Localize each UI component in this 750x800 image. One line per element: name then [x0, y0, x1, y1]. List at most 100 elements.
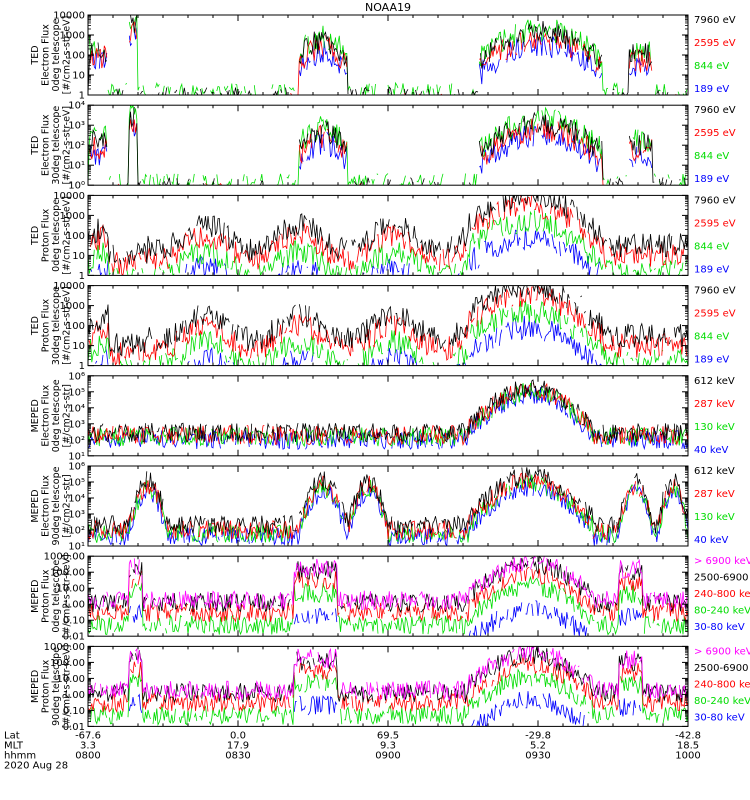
- y-tick-label: 1.00: [63, 600, 85, 611]
- series-trace-7960-ev: [88, 106, 687, 186]
- footer-lat-value: -42.8: [675, 730, 701, 741]
- y-tick-label: 1: [79, 91, 85, 102]
- series-trace-7960-ev: [88, 195, 688, 265]
- panel-1: 10000 1000 100 10 1 TED Electron Flux 0deg tele…: [30, 11, 736, 102]
- legend-entry: 7960 eV: [694, 15, 736, 26]
- footer-row-label: hhmm: [4, 750, 36, 761]
- legend-entry: 240-800 keV: [694, 679, 750, 690]
- series-trace--6900-kev: [88, 646, 688, 701]
- footer-lat-value: -67.6: [75, 730, 101, 741]
- y-tick-label: 10000: [53, 191, 85, 202]
- series-trace-2595-ev: [90, 21, 677, 95]
- y-axis-label-line: 30deg telescope: [51, 106, 62, 185]
- y-tick-label: 100.00: [50, 568, 85, 579]
- y-axis-label: TED Proton Flux 0deg telescope [#/cm2-s-str…: [30, 196, 73, 275]
- y-axis-label-line: Proton Flux: [40, 299, 51, 353]
- y-axis-label-line: 90deg telescope: [51, 647, 62, 726]
- y-axis-label-line: 0deg telescope: [51, 379, 62, 452]
- y-tick-label: 0.10: [63, 616, 85, 627]
- y-axis-label: MEPED Electron Flux 0deg telescope [#/cm2-s…: [30, 379, 73, 452]
- series-trace-2595-ev: [88, 285, 688, 366]
- y-axis-label: TED Proton Flux 30deg telescope [#/cm2-s-st…: [30, 286, 73, 365]
- legend-entry: 189 eV: [694, 174, 729, 185]
- legend-entry: 40 keV: [694, 535, 728, 546]
- series-trace-844-ev: [88, 299, 688, 366]
- y-axis-label: TED Electron Flux 0deg telescope [#/cm2-s-s…: [30, 16, 73, 95]
- y-axis-label-line: 0deg telescope: [51, 18, 62, 91]
- y-tick-label: 10⁴: [68, 494, 85, 505]
- legend-entry: 287 keV: [694, 399, 735, 410]
- y-axis-label-line: Proton Flux: [40, 659, 51, 713]
- y-tick-label: 10²: [68, 141, 85, 152]
- footer-mlt-value: 5.2: [530, 740, 546, 751]
- legend-entry: 844 eV: [694, 241, 729, 252]
- series-trace-240-800-kev: [88, 565, 688, 623]
- y-axis-label-line: MEPED: [30, 670, 41, 703]
- y-axis-label-line: 90deg telescope: [51, 466, 62, 545]
- y-tick-label: 10000: [53, 281, 85, 292]
- y-tick-label: 10⁴: [68, 403, 85, 414]
- footer-row-label: 2020 Aug 28: [4, 760, 68, 771]
- y-tick-label: 1: [79, 271, 85, 282]
- y-axis-label-line: [#/cm2-s-str-eV]: [61, 16, 72, 95]
- series-trace-612-kev: [88, 467, 688, 536]
- y-axis-label-line: Electron Flux: [40, 385, 51, 447]
- y-tick-label: 10⁴: [68, 101, 85, 112]
- legend-entry: 2595 eV: [694, 38, 736, 49]
- footer-hhmm-value: 0900: [375, 750, 400, 761]
- legend-entry: 189 eV: [694, 355, 729, 366]
- legend-entry: 130 keV: [694, 422, 735, 433]
- y-tick-label: 10³: [68, 121, 85, 132]
- y-tick-label: 100: [66, 51, 85, 62]
- footer-hhmm-value: 0830: [225, 750, 250, 761]
- y-tick-label: 10⁵: [68, 387, 85, 398]
- y-axis-label-line: [#/cm2-s-str]: [61, 384, 72, 447]
- legend-entry: > 6900 keV: [694, 556, 750, 567]
- legend-entry: 2595 eV: [694, 309, 736, 320]
- legend-entry: 7960 eV: [694, 195, 736, 206]
- series-trace-80-240-kev: [90, 668, 688, 727]
- panel-series-group: [88, 105, 687, 186]
- y-axis-label: TED Electron Flux 30deg telescope [#/cm2-s-…: [30, 106, 73, 185]
- legend-entry: 7960 eV: [694, 286, 736, 297]
- y-tick-label: 1000: [60, 211, 85, 222]
- y-axis-label: MEPED Proton Flux 0deg telescope [#/cm2-s-s…: [30, 554, 73, 638]
- series-trace-844-ev: [88, 210, 688, 276]
- panel-frame: [87, 104, 689, 186]
- y-axis-label-line: 30deg telescope: [51, 286, 62, 365]
- legend-entry: 844 eV: [694, 61, 729, 72]
- y-axis-label-line: Electron Flux: [40, 24, 51, 86]
- y-axis-label-line: [#/cm2-s-str-keV]: [61, 644, 72, 728]
- y-tick-label: 10³: [68, 419, 85, 430]
- y-tick-label: 0.10: [63, 706, 85, 717]
- legend-entry: 80-240 keV: [694, 606, 750, 617]
- y-tick-label: 10⁶: [68, 371, 85, 382]
- y-tick-label: 1000.00: [44, 552, 85, 563]
- series-trace--6900-kev: [88, 556, 688, 611]
- y-tick-label: 10⁰: [68, 181, 85, 192]
- panel-series-group: [88, 15, 688, 95]
- panel-4: 10000 1000 100 10 1 TED Proton Flux 30deg teles…: [30, 281, 736, 372]
- y-axis-label-line: 0deg telescope: [51, 560, 62, 633]
- footer-lat-value: 69.5: [377, 730, 399, 741]
- y-tick-label: 10: [72, 341, 85, 352]
- legend-entry: 7960 eV: [694, 105, 736, 116]
- panel-series-group: [88, 195, 688, 276]
- y-tick-label: 10²: [68, 526, 85, 537]
- legend-entry: 80-240 keV: [694, 696, 750, 707]
- y-axis-label-line: [#/cm2-s-str-keV]: [61, 554, 72, 638]
- footer-mlt-value: 18.5: [677, 740, 699, 751]
- legend-entry: 189 eV: [694, 264, 729, 275]
- panels: 10000 1000 100 10 1 TED Electron Flux 0deg tele…: [30, 11, 750, 733]
- y-tick-label: 10²: [68, 435, 85, 446]
- series-trace-2500-6900: [88, 556, 688, 614]
- legend-entry: 844 eV: [694, 151, 729, 162]
- y-axis-label-line: MEPED: [30, 489, 41, 522]
- y-axis-label: MEPED Proton Flux 90deg telescope [#/cm2-s-…: [30, 644, 73, 728]
- y-axis-label-line: 0deg telescope: [51, 199, 62, 272]
- y-axis-label-line: Electron Flux: [40, 475, 51, 537]
